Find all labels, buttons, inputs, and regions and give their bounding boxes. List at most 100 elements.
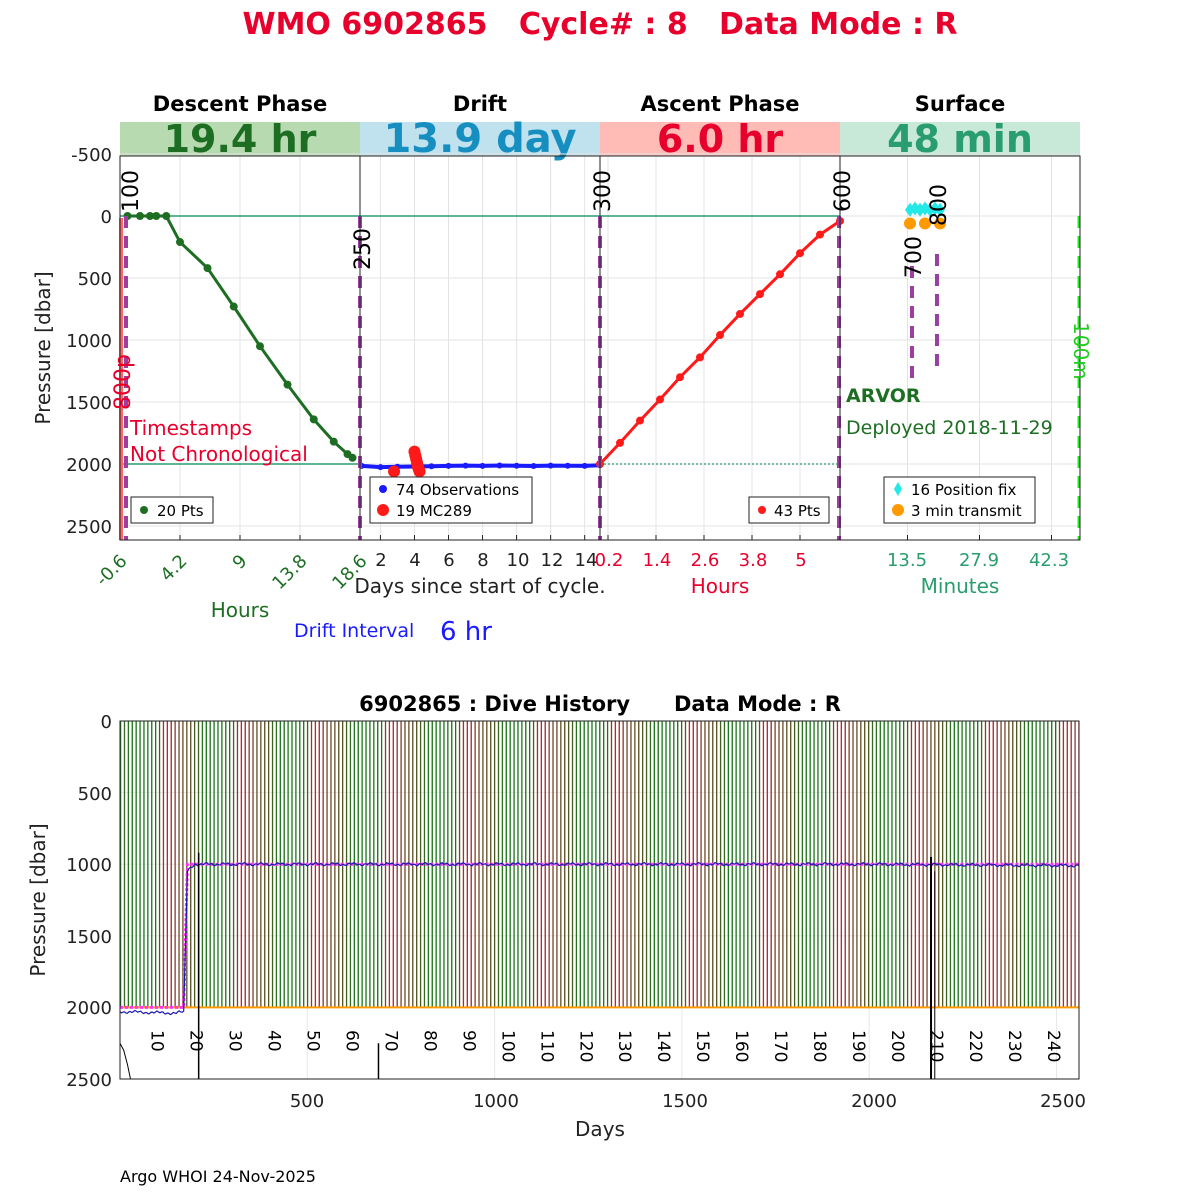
data-point (716, 331, 724, 340)
data-point (736, 309, 744, 318)
cycle-number-label: 190 (848, 1030, 868, 1062)
cycle-number-label: 90 (458, 1030, 478, 1052)
y-tick-label: 0 (101, 207, 112, 228)
surface-x-ticks: 13.5 27.9 42.3 (887, 550, 1069, 571)
x-tick-label: 14 (575, 550, 598, 571)
data-point (656, 395, 664, 404)
annot-800-surface: 800 (927, 184, 952, 226)
drift-x-ticks: 2 4 6 8 10 12 14 (375, 550, 597, 571)
data-point (696, 353, 704, 362)
cycle-number-label: 110 (536, 1030, 556, 1062)
data-point (796, 249, 804, 258)
phase-title-descent: Descent Phase (153, 92, 327, 116)
y-tick-label: 1000 (66, 855, 112, 876)
duration-band-surface (840, 122, 1080, 156)
y-tick-label: 2500 (66, 1070, 112, 1091)
cycle-number-label: 20 (186, 1030, 206, 1052)
x-tick-label: -0.6 (92, 551, 132, 591)
annot-800p: 800p (111, 354, 136, 410)
legend-ascent: 43 Pts (748, 496, 830, 524)
timestamps-note-1: Timestamps (129, 416, 252, 440)
position-fix-point (935, 202, 945, 217)
cycle-number-label: 10 (147, 1030, 167, 1052)
legend-drift-obs: 74 Observations (396, 481, 519, 499)
cycle-number-label: 130 (614, 1030, 634, 1062)
x-tick-label: 10 (507, 550, 530, 571)
x-tick-label: 2.6 (691, 550, 720, 571)
legend-surface-transmit: 3 min transmit (911, 502, 1022, 520)
x-tick-label: 1.4 (643, 550, 672, 571)
data-point (377, 464, 384, 471)
cycle-number-label: 180 (809, 1030, 829, 1062)
float-type: ARVOR (846, 385, 921, 407)
cycle-number-label: 210 (926, 1030, 946, 1062)
y-tick-label: 500 (78, 784, 112, 805)
duration-band-ascent (600, 122, 840, 156)
x-tick-label: 13.5 (887, 550, 927, 571)
cycle-labels: 10 20 30 40 50 60 70 80 90 100 110 120 130 140 150 160 1… (147, 1030, 1063, 1062)
x-tick-label: 6 (443, 550, 454, 571)
history-y-ticks: 0 500 1000 1500 2000 2500 (66, 712, 112, 1091)
data-point (256, 342, 264, 351)
data-point (309, 415, 318, 424)
data-point (496, 462, 503, 469)
data-point (229, 302, 238, 311)
data-point (136, 212, 144, 220)
data-point (564, 462, 571, 469)
data-point (636, 416, 644, 425)
top-y-ticks: -500 0 500 1000 1500 2000 2500 (66, 145, 112, 538)
x-tick-label: 500 (290, 1091, 324, 1112)
legend-descent-label: 20 Pts (157, 502, 204, 520)
legend-surface-fix: 16 Position fix (911, 481, 1016, 499)
x-tick-label: 13.8 (268, 551, 311, 594)
surface-x-axis-label: Minutes (921, 574, 1000, 598)
ascent-x-ticks: 0.2 1.4 2.6 3.8 5 (595, 550, 807, 571)
x-tick-label: 12 (541, 550, 564, 571)
legend-descent: 20 Pts (130, 496, 214, 524)
history-axis-frame (119, 720, 1080, 1080)
history-x-ticks: 500 1000 1500 2000 2500 (290, 1091, 1086, 1112)
data-point (934, 217, 946, 230)
duration-drift: 13.9 day (383, 116, 576, 162)
drift-x-axis-label: Days since start of cycle. (354, 574, 605, 598)
cycle-number-label: 70 (380, 1030, 400, 1052)
drift-pressure-line (119, 861, 1080, 1016)
cycle-number-label: 80 (419, 1030, 439, 1052)
y-tick-label: 2000 (66, 455, 112, 476)
history-title: 6902865 : Dive History Data Mode : R (359, 692, 841, 716)
y-tick-label: 1500 (66, 927, 112, 948)
data-point (676, 373, 684, 382)
x-tick-label: 2500 (1040, 1091, 1086, 1112)
data-point (146, 212, 154, 220)
data-point (756, 290, 764, 299)
cycle-number-label: 240 (1043, 1030, 1063, 1062)
legend-drift-mc: 19 MC289 (396, 502, 472, 520)
axis-frame-ascent (599, 155, 841, 541)
legend-surface: 16 Position fix 3 min transmit (883, 476, 1036, 524)
annot-600: 600 (831, 170, 856, 212)
data-point (816, 230, 824, 239)
x-tick-label: 2000 (851, 1091, 897, 1112)
history-y-axis-label: Pressure [dbar] (26, 823, 50, 976)
history-x-axis-label: Days (575, 1117, 625, 1141)
descent-x-axis-label: Hours (211, 598, 270, 622)
data-point (547, 462, 554, 469)
figure-title: WMO 6902865 Cycle# : 8 Data Mode : R (242, 7, 957, 42)
data-point (616, 438, 624, 447)
cycle-number-label: 170 (770, 1030, 790, 1062)
cycle-number-label: 220 (965, 1030, 985, 1062)
data-point (462, 462, 469, 469)
x-tick-label: 3.8 (739, 550, 768, 571)
y-tick-label: 1500 (66, 393, 112, 414)
footer-credit: Argo WHOI 24-Nov-2025 (120, 1167, 316, 1186)
cycle-number-label: 230 (1004, 1030, 1024, 1062)
phase-title-drift: Drift (453, 92, 507, 116)
cycle-number-label: 200 (887, 1030, 907, 1062)
x-tick-label: 42.3 (1029, 550, 1069, 571)
y-tick-label: 2000 (66, 998, 112, 1019)
x-tick-label: 9 (229, 551, 252, 574)
series-line-ascent-phase (598, 219, 841, 466)
deployed-date: Deployed 2018-11-29 (846, 417, 1053, 439)
drift-interval-label: Drift Interval (294, 620, 414, 642)
